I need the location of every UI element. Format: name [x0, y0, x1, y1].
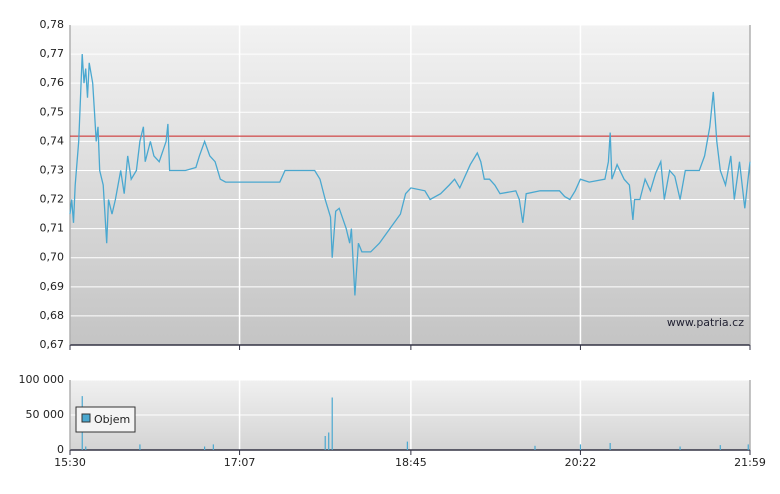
volume-bar [139, 444, 141, 450]
x-tick-label: 17:07 [224, 456, 256, 469]
volume-bar [747, 444, 749, 450]
legend-swatch [81, 413, 91, 423]
y-tick-label: 0,70 [40, 251, 65, 264]
y-tick-label: 0,71 [40, 222, 65, 235]
volume-bar [406, 441, 408, 450]
volume-bar [204, 446, 206, 450]
volume-bar [324, 436, 326, 450]
watermark: www.patria.cz [667, 316, 744, 329]
volume-bar [579, 444, 582, 450]
price-line [69, 54, 751, 296]
legend-label: Objem [94, 413, 130, 426]
y-tick-label: 0,77 [40, 47, 65, 60]
x-tick-label: 21:59 [734, 456, 766, 469]
volume-bar [534, 445, 536, 450]
volume-bar [85, 446, 87, 450]
y-tick-label: 0,75 [40, 105, 65, 118]
y-tick-label: 0,67 [40, 338, 65, 351]
volume-bar [331, 397, 333, 450]
x-tick-label: 20:22 [565, 456, 597, 469]
y-tick-label: 0 [57, 443, 64, 456]
x-tick-label: 15:30 [54, 456, 86, 469]
volume-bar [328, 432, 330, 450]
y-tick-label: 0,78 [40, 18, 65, 31]
y-tick-label: 0,72 [40, 193, 65, 206]
volume-bar [679, 446, 681, 450]
y-tick-label: 0,76 [40, 76, 65, 89]
y-tick-label: 0,68 [40, 309, 65, 322]
volume-bar [609, 443, 611, 450]
price-plot-area [70, 25, 750, 345]
x-tick-label: 18:45 [395, 456, 427, 469]
volume-bar [212, 444, 214, 450]
y-tick-label: 0,73 [40, 163, 65, 176]
y-tick-label: 50 000 [26, 408, 65, 421]
y-tick-label: 0,74 [40, 134, 65, 147]
volume-bar [719, 445, 721, 450]
y-tick-label: 100 000 [19, 373, 65, 386]
y-tick-label: 0,69 [40, 280, 65, 293]
